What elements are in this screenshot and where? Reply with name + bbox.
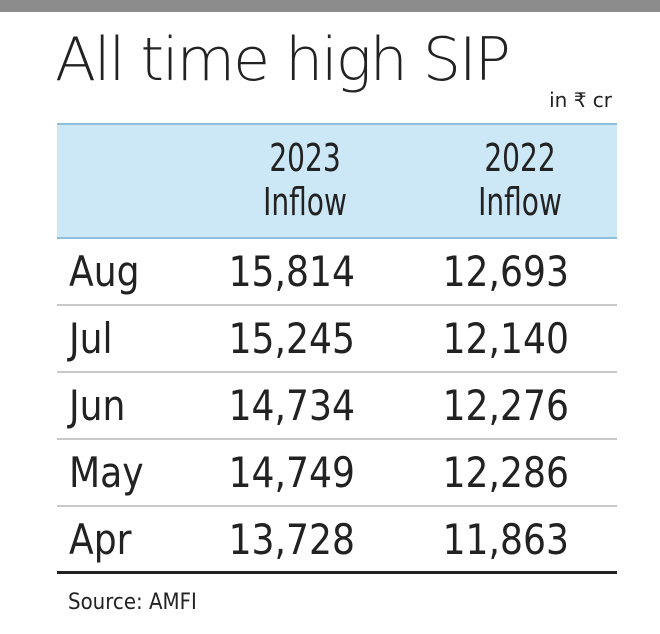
cell-2023-inflow: 13,728 — [228, 515, 355, 564]
table-row: Jun 14,734 12,276 — [57, 373, 617, 440]
cell-2022-inflow: 12,286 — [442, 448, 569, 497]
source-note: Source: AMFI — [68, 590, 197, 615]
table-row: Aug 15,814 12,693 — [57, 239, 617, 306]
row-month: May — [69, 448, 144, 497]
column-header-label: Inflow — [263, 180, 347, 224]
table-row: Apr 13,728 11,863 — [57, 507, 617, 574]
cell-2022-inflow: 12,276 — [442, 381, 569, 430]
cell-2022-inflow: 12,140 — [442, 314, 569, 363]
top-bar — [0, 0, 660, 12]
cell-2023-inflow: 15,814 — [228, 247, 355, 296]
table-header — [57, 123, 617, 239]
cell-2023-inflow: 14,734 — [228, 381, 355, 430]
row-month: Apr — [69, 515, 132, 564]
cell-2023-inflow: 14,749 — [228, 448, 355, 497]
cell-2023-inflow: 15,245 — [228, 314, 355, 363]
table-row: Jul 15,245 12,140 — [57, 306, 617, 373]
row-month: Aug — [69, 247, 140, 296]
cell-2022-inflow: 11,863 — [442, 515, 569, 564]
cell-2022-inflow: 12,693 — [442, 247, 569, 296]
chart-title: All time high SIP — [55, 25, 511, 95]
row-month: Jun — [69, 381, 126, 430]
column-header-year: 2023 — [269, 136, 341, 180]
column-header-year: 2022 — [484, 136, 556, 180]
unit-label: in ₹ cr — [549, 88, 612, 112]
row-month: Jul — [69, 314, 113, 363]
column-header-label: Inflow — [478, 180, 562, 224]
column-header-2022: 2022 Inflow — [438, 136, 602, 224]
table-row: May 14,749 12,286 — [57, 440, 617, 507]
column-header-2023: 2023 Inflow — [223, 136, 387, 224]
